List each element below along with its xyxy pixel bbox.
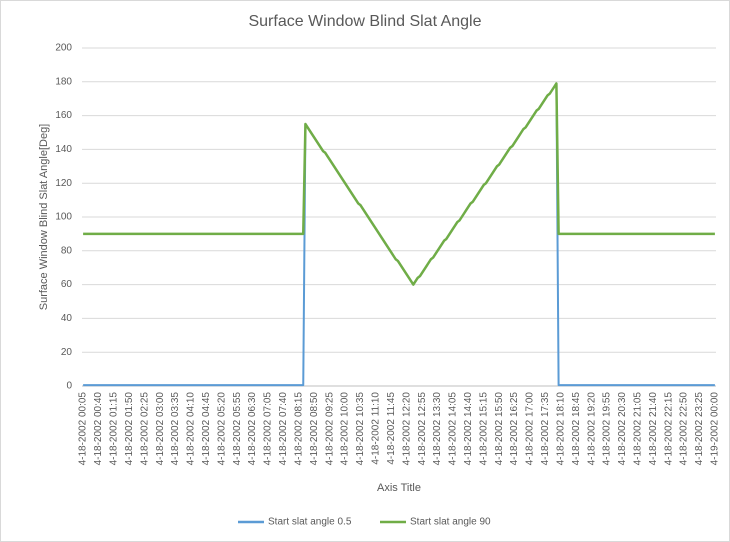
x-tick-label: 4-18-2002 20:30 [617,392,628,466]
y-tick-label: 140 [55,144,72,155]
x-tick-label: 4-18-2002 04:45 [201,392,212,466]
x-tick-label: 4-18-2002 03:35 [170,392,181,466]
x-tick-label: 4-18-2002 19:20 [586,392,597,466]
x-tick-label: 4-18-2002 12:55 [417,392,428,466]
x-tick-label: 4-19-2002 00:00 [710,392,721,466]
x-tick-label: 4-18-2002 10:35 [355,392,366,466]
x-tick-label: 4-18-2002 13:30 [432,392,443,466]
x-axis-title: Axis Title [377,482,421,494]
x-tick-label: 4-18-2002 14:40 [463,392,474,466]
y-tick-label: 60 [61,279,73,290]
y-tick-label: 20 [61,347,73,358]
x-tick-label: 4-18-2002 07:05 [263,392,274,466]
x-tick-label: 4-18-2002 09:25 [324,392,335,466]
x-tick-label: 4-18-2002 15:15 [478,392,489,466]
x-tick-label: 4-18-2002 05:20 [216,392,227,466]
x-tick-label: 4-18-2002 01:50 [124,392,135,466]
legend-label: Start slat angle 0.5 [268,517,352,528]
y-axis-title: Surface Window Blind Slat Angle[Deg] [38,124,50,311]
x-tick-label: 4-18-2002 16:25 [509,392,520,466]
x-tick-label: 4-18-2002 11:45 [386,392,397,465]
y-tick-label: 180 [55,76,72,87]
x-tick-label: 4-18-2002 18:10 [555,392,566,466]
x-tick-label: 4-18-2002 14:05 [448,392,459,466]
chart-title: Surface Window Blind Slat Angle [248,13,481,30]
x-tick-label: 4-18-2002 00:05 [78,392,89,466]
y-tick-label: 200 [55,43,72,54]
x-tick-label: 4-18-2002 18:45 [571,392,582,466]
x-tick-label: 4-18-2002 21:40 [648,392,659,466]
y-tick-label: 0 [66,381,72,392]
x-tick-label: 4-18-2002 10:00 [340,392,351,466]
x-tick-label: 4-18-2002 02:25 [139,392,150,466]
x-tick-label: 4-18-2002 07:40 [278,392,289,466]
x-tick-label: 4-18-2002 19:55 [602,392,613,466]
legend-label: Start slat angle 90 [410,517,491,528]
x-tick-label: 4-18-2002 01:15 [109,392,120,466]
series-line [83,82,715,286]
x-tick-label: 4-18-2002 04:10 [186,392,197,466]
x-tick-label: 4-18-2002 15:50 [494,392,505,466]
x-tick-label: 4-18-2002 00:40 [93,392,104,466]
x-tick-label: 4-18-2002 12:20 [401,392,412,466]
x-tick-label: 4-18-2002 22:50 [679,392,690,466]
x-tick-label: 4-18-2002 21:05 [632,392,643,466]
x-tick-label: 4-18-2002 08:50 [309,392,320,466]
x-tick-label: 4-18-2002 05:55 [232,392,243,466]
x-tick-label: 4-18-2002 06:30 [247,392,258,466]
y-tick-label: 120 [55,178,72,189]
x-tick-label: 4-18-2002 23:25 [694,392,705,466]
x-tick-label: 4-18-2002 08:15 [293,392,304,466]
y-tick-label: 160 [55,110,72,121]
x-tick-label: 4-18-2002 11:10 [371,392,382,465]
x-tick-label: 4-18-2002 22:15 [663,392,674,466]
y-tick-label: 100 [55,212,72,223]
x-tick-label: 4-18-2002 17:35 [540,392,551,466]
x-tick-label: 4-18-2002 17:00 [525,392,536,466]
x-tick-label: 4-18-2002 03:00 [155,392,166,466]
y-tick-label: 40 [61,313,73,324]
y-tick-label: 80 [61,245,73,256]
